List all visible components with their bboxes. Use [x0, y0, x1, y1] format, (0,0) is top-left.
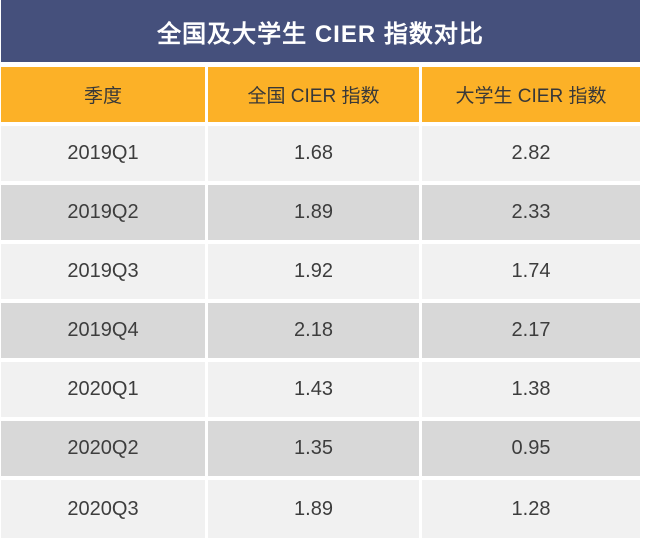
college-index-cell: 1.28	[422, 480, 640, 538]
table-row: 2019Q2 1.89 2.33	[1, 185, 640, 240]
table-header-row: 季度 全国 CIER 指数 大学生 CIER 指数	[1, 67, 640, 122]
table-row: 2020Q2 1.35 0.95	[1, 421, 640, 476]
national-index-cell: 1.89	[208, 185, 419, 240]
college-index-cell: 1.74	[422, 244, 640, 299]
quarter-cell: 2020Q3	[1, 480, 205, 538]
quarter-cell: 2019Q3	[1, 244, 205, 299]
column-header-quarter: 季度	[1, 67, 205, 122]
national-index-cell: 2.18	[208, 303, 419, 358]
table-title: 全国及大学生 CIER 指数对比	[157, 20, 484, 48]
table-row: 2019Q4 2.18 2.17	[1, 303, 640, 358]
quarter-cell: 2020Q1	[1, 362, 205, 417]
national-index-cell: 1.43	[208, 362, 419, 417]
column-header-national-cier: 全国 CIER 指数	[208, 67, 419, 122]
national-index-cell: 1.68	[208, 126, 419, 181]
college-index-cell: 2.33	[422, 185, 640, 240]
quarter-cell: 2019Q1	[1, 126, 205, 181]
table-title-bar: 全国及大学生 CIER 指数对比	[1, 0, 640, 62]
college-index-cell: 2.17	[422, 303, 640, 358]
table-row: 2020Q1 1.43 1.38	[1, 362, 640, 417]
college-index-cell: 2.82	[422, 126, 640, 181]
data-table: 季度 全国 CIER 指数 大学生 CIER 指数 2019Q1 1.68 2.…	[1, 67, 640, 538]
college-index-cell: 1.38	[422, 362, 640, 417]
college-index-cell: 0.95	[422, 421, 640, 476]
quarter-cell: 2019Q2	[1, 185, 205, 240]
national-index-cell: 1.89	[208, 480, 419, 538]
table-row: 2019Q1 1.68 2.82	[1, 126, 640, 181]
quarter-cell: 2020Q2	[1, 421, 205, 476]
table-row: 2020Q3 1.89 1.28	[1, 480, 640, 538]
column-header-college-cier: 大学生 CIER 指数	[422, 67, 640, 122]
quarter-cell: 2019Q4	[1, 303, 205, 358]
national-index-cell: 1.92	[208, 244, 419, 299]
table-row: 2019Q3 1.92 1.74	[1, 244, 640, 299]
national-index-cell: 1.35	[208, 421, 419, 476]
